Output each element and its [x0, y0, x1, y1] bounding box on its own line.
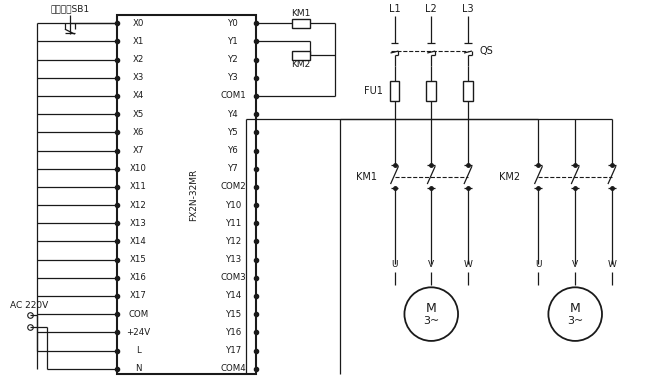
Circle shape — [549, 287, 602, 341]
Text: X2: X2 — [133, 55, 144, 64]
Text: L2: L2 — [425, 4, 437, 14]
Text: +24V: +24V — [126, 328, 150, 337]
Text: KM2: KM2 — [500, 172, 521, 182]
Text: U: U — [535, 260, 542, 269]
Text: Y6: Y6 — [228, 146, 239, 155]
Text: COM4: COM4 — [221, 364, 247, 373]
Text: Y11: Y11 — [226, 219, 242, 228]
Text: X12: X12 — [130, 201, 146, 209]
Text: 3~: 3~ — [423, 316, 439, 326]
Text: L3: L3 — [462, 4, 473, 14]
Bar — [116, 15, 256, 374]
Bar — [426, 81, 436, 100]
Bar — [390, 81, 400, 100]
Text: M: M — [426, 302, 437, 315]
Text: COM: COM — [128, 310, 148, 319]
Text: X17: X17 — [130, 291, 146, 300]
Text: Y1: Y1 — [228, 37, 239, 46]
Bar — [463, 81, 473, 100]
Text: Y2: Y2 — [228, 55, 239, 64]
Text: V: V — [428, 260, 434, 269]
Text: X15: X15 — [130, 255, 146, 264]
Text: Y17: Y17 — [226, 346, 242, 355]
Text: X1: X1 — [133, 37, 144, 46]
Text: W: W — [464, 260, 472, 269]
Text: L: L — [136, 346, 141, 355]
Text: Y3: Y3 — [228, 73, 239, 82]
Text: COM2: COM2 — [221, 182, 247, 191]
Text: Y5: Y5 — [228, 128, 239, 137]
Text: Y13: Y13 — [226, 255, 242, 264]
Text: 3~: 3~ — [567, 316, 583, 326]
Text: V: V — [572, 260, 578, 269]
Text: U: U — [391, 260, 398, 269]
Text: X10: X10 — [130, 164, 146, 173]
Text: COM1: COM1 — [221, 92, 247, 100]
Text: Y14: Y14 — [226, 291, 242, 300]
Bar — [292, 19, 310, 28]
Text: 起动按鈕SB1: 起动按鈕SB1 — [50, 4, 90, 13]
Text: X7: X7 — [133, 146, 144, 155]
Text: W: W — [608, 260, 616, 269]
Text: Y10: Y10 — [226, 201, 242, 209]
Text: Y4: Y4 — [228, 110, 239, 119]
Bar — [292, 51, 310, 60]
Text: X11: X11 — [130, 182, 146, 191]
Text: KM1: KM1 — [292, 9, 311, 18]
Text: KM1: KM1 — [356, 172, 377, 182]
Text: Y7: Y7 — [228, 164, 239, 173]
Text: X0: X0 — [133, 19, 144, 28]
Text: X13: X13 — [130, 219, 146, 228]
Text: QS: QS — [480, 46, 494, 56]
Text: N: N — [135, 364, 142, 373]
Text: X14: X14 — [130, 237, 146, 246]
Text: Y12: Y12 — [226, 237, 242, 246]
Text: X4: X4 — [133, 92, 144, 100]
Text: COM3: COM3 — [221, 273, 247, 282]
Text: X16: X16 — [130, 273, 146, 282]
Text: X6: X6 — [133, 128, 144, 137]
Text: L1: L1 — [388, 4, 400, 14]
Text: Y15: Y15 — [226, 310, 242, 319]
Text: Y16: Y16 — [226, 328, 242, 337]
Circle shape — [404, 287, 458, 341]
Text: M: M — [570, 302, 581, 315]
Text: X3: X3 — [133, 73, 144, 82]
Text: FX2N-32MR: FX2N-32MR — [190, 168, 198, 221]
Text: FU1: FU1 — [364, 86, 383, 96]
Text: AC 220V: AC 220V — [10, 301, 48, 310]
Text: KM2: KM2 — [292, 60, 311, 69]
Text: X5: X5 — [133, 110, 144, 119]
Text: Y0: Y0 — [228, 19, 239, 28]
